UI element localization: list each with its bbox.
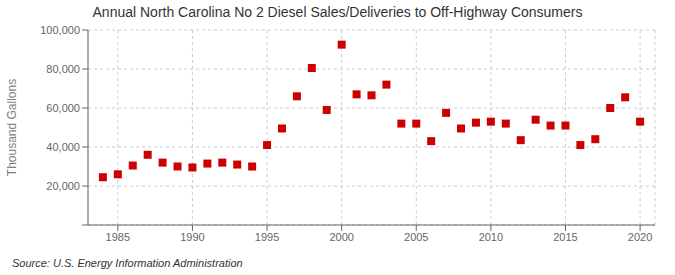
svg-text:2020: 2020 <box>628 231 652 243</box>
svg-text:1995: 1995 <box>255 231 279 243</box>
svg-text:2005: 2005 <box>404 231 428 243</box>
svg-text:Thousand Gallons: Thousand Gallons <box>8 79 19 176</box>
svg-text:2015: 2015 <box>553 231 577 243</box>
svg-text:80,000: 80,000 <box>46 63 80 75</box>
svg-text:1985: 1985 <box>106 231 130 243</box>
html-text:Annual North Carolina No 2 Die: Annual North Carolina No 2 Diesel Sales/… <box>92 4 583 20</box>
svg-text:2000: 2000 <box>329 231 353 243</box>
svg-text:20,000: 20,000 <box>46 180 80 192</box>
svg-text:2010: 2010 <box>479 231 503 243</box>
svg-text:60,000: 60,000 <box>46 102 80 114</box>
html-text:Source: U.S. Energy Informatio: Source: U.S. Energy Information Administ… <box>12 257 243 269</box>
svg-text:100,000: 100,000 <box>40 24 80 36</box>
svg-text:1990: 1990 <box>180 231 204 243</box>
svg-text:40,000: 40,000 <box>46 141 80 153</box>
